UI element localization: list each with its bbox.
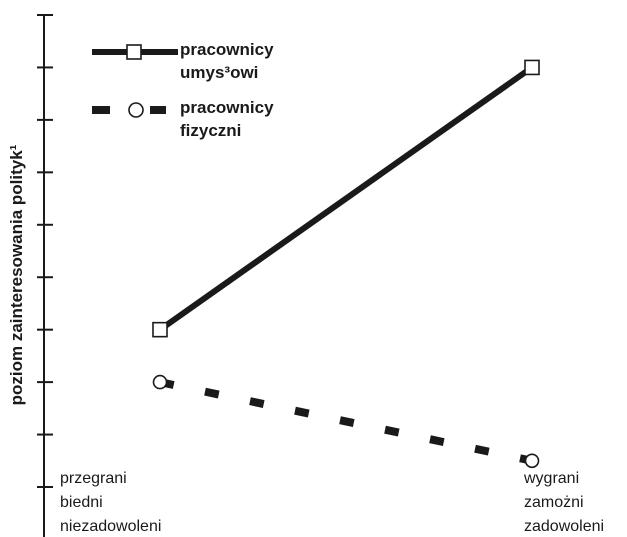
series-1-point-1 — [524, 453, 540, 469]
x-category-0-line-1: biedni — [60, 494, 103, 511]
series-0-point-1 — [524, 59, 540, 76]
legend-1-label-line-0: pracownicy — [180, 98, 274, 117]
legend: pracownicy umys³owi pracownicy fizyczni — [92, 40, 274, 140]
series-0-line — [158, 64, 534, 333]
x-category-1-line-2: zadowoleni — [524, 518, 604, 535]
legend-1-marker — [128, 102, 144, 118]
legend-0-label-line-0: pracownicy — [180, 40, 274, 59]
x-category-0-line-2: niezadowoleni — [60, 518, 161, 535]
legend-0-marker — [126, 44, 142, 60]
series-1-point-0 — [152, 374, 168, 390]
series-layer — [152, 59, 540, 469]
y-axis — [37, 14, 53, 537]
x-category-0-line-0: przegrani — [60, 470, 127, 487]
series-0-point-0 — [152, 321, 168, 338]
x-category-1-line-1: zamożni — [524, 494, 584, 511]
category-labels: przegrani biedni niezadowoleni wygrani zamoż… — [60, 470, 604, 535]
legend-0-label-line-1: umys³owi — [180, 63, 258, 82]
y-axis-label: poziom zainteresowania polityk¹ — [7, 144, 26, 405]
x-category-1-line-0: wygrani — [523, 470, 579, 487]
series-1-line — [159, 378, 533, 465]
legend-1-label-line-1: fizyczni — [180, 121, 241, 140]
